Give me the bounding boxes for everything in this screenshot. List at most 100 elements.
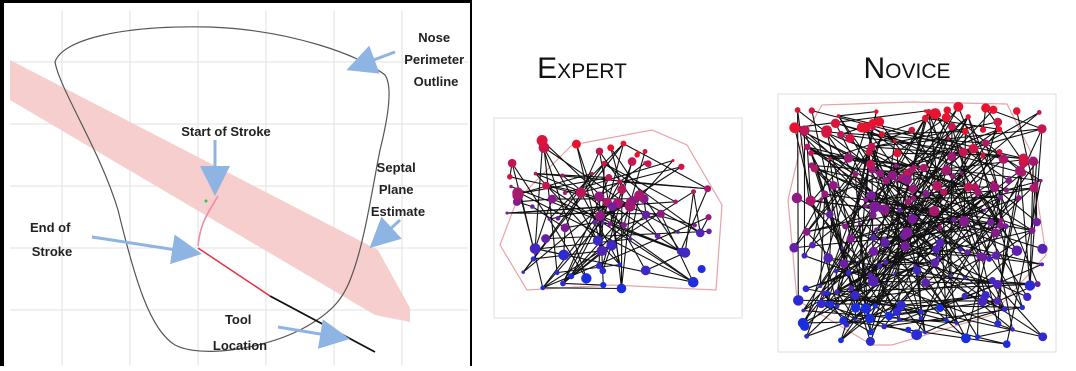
novice-node: [921, 278, 930, 287]
expert-node: [540, 285, 545, 290]
novice-node: [958, 247, 963, 252]
novice-node: [1025, 280, 1035, 290]
expert-node: [534, 172, 538, 176]
expert-node: [688, 277, 699, 288]
novice-node: [978, 297, 988, 307]
expert-node: [672, 159, 675, 162]
expert-node: [542, 182, 550, 190]
expert-node: [678, 164, 684, 170]
expert-node: [704, 185, 711, 192]
novice-node: [1033, 218, 1041, 226]
novice-node: [880, 238, 889, 247]
expert-node: [696, 229, 705, 238]
novice-node: [1012, 245, 1023, 256]
novice-node: [980, 127, 986, 133]
novice-node: [902, 227, 913, 238]
novice-title: Novice: [863, 52, 950, 85]
start-of-stroke-label: Start of Stroke: [181, 124, 271, 139]
novice-node: [964, 249, 970, 255]
expert-node: [601, 221, 605, 225]
novice-node: [905, 327, 911, 333]
stroke-line: [198, 248, 270, 296]
novice-node: [900, 241, 909, 250]
novice-node: [829, 181, 838, 190]
novice-node: [853, 317, 856, 320]
novice-node: [897, 208, 902, 213]
expert-edge: [685, 192, 693, 253]
nose-diagram-panel: Nose Perimeter Outline Start of Stroke S…: [0, 0, 472, 366]
novice-node: [893, 272, 896, 275]
novice-node: [992, 251, 1000, 259]
novice-node: [947, 152, 956, 161]
novice-node: [960, 171, 964, 175]
novice-node: [881, 324, 887, 330]
novice-node: [959, 148, 968, 157]
novice-node: [951, 217, 956, 222]
novice-node: [850, 291, 859, 300]
novice-node: [1037, 124, 1046, 133]
novice-node: [986, 256, 992, 262]
expert-node: [572, 140, 581, 149]
novice-node: [981, 155, 985, 159]
novice-node: [844, 153, 853, 162]
novice-node: [944, 107, 951, 114]
novice-node: [873, 303, 878, 308]
expert-node: [605, 174, 612, 181]
novice-node: [1019, 154, 1029, 164]
expert-node: [625, 201, 636, 212]
expert-node: [508, 159, 517, 168]
novice-node: [938, 225, 943, 230]
expert-node: [628, 237, 632, 241]
septal-label: Septal Plane Estimate: [371, 160, 425, 219]
novice-node: [936, 304, 944, 312]
novice-node: [1035, 281, 1041, 287]
novice-node: [823, 253, 833, 263]
novice-node: [1010, 327, 1014, 331]
expert-node: [634, 152, 639, 157]
novice-node: [918, 309, 923, 314]
novice-node: [923, 330, 927, 334]
novice-node: [932, 245, 940, 253]
novice-node: [893, 149, 901, 157]
novice-node: [870, 212, 877, 219]
expert-node: [657, 210, 665, 218]
expert-node: [560, 173, 564, 177]
novice-node: [866, 337, 875, 346]
novice-node: [882, 177, 890, 185]
novice-node: [874, 109, 878, 113]
novice-node: [845, 134, 854, 143]
expert-node: [507, 174, 513, 180]
novice-node: [877, 263, 882, 268]
novice-node: [861, 303, 871, 313]
expert-node: [593, 236, 603, 246]
novice-node: [804, 144, 811, 151]
novice-edge: [978, 329, 1013, 336]
tool-location-label: Tool Location: [213, 312, 267, 353]
novice-node: [997, 222, 1004, 229]
novice-node: [885, 312, 894, 321]
novice-node: [991, 228, 1000, 237]
novice-node: [902, 175, 912, 185]
expert-node: [548, 195, 557, 204]
novice-node: [825, 301, 830, 306]
novice-node: [974, 188, 982, 196]
novice-node: [799, 125, 809, 135]
expert-node: [590, 172, 593, 175]
novice-node: [989, 106, 997, 114]
novice-node: [998, 195, 1003, 200]
expert-node: [509, 185, 513, 189]
expert-edge: [507, 213, 661, 214]
novice-node: [942, 113, 951, 122]
expert-node: [643, 149, 648, 154]
novice-node: [949, 274, 953, 278]
novice-node: [858, 222, 861, 225]
expert-node: [617, 185, 626, 194]
novice-node: [842, 223, 848, 229]
novice-node: [848, 285, 854, 291]
expert-node: [595, 211, 605, 221]
novice-node: [1029, 157, 1038, 166]
expert-node: [628, 157, 637, 166]
novice-node: [809, 107, 815, 113]
novice-node: [879, 131, 885, 137]
novice-node: [908, 167, 915, 174]
